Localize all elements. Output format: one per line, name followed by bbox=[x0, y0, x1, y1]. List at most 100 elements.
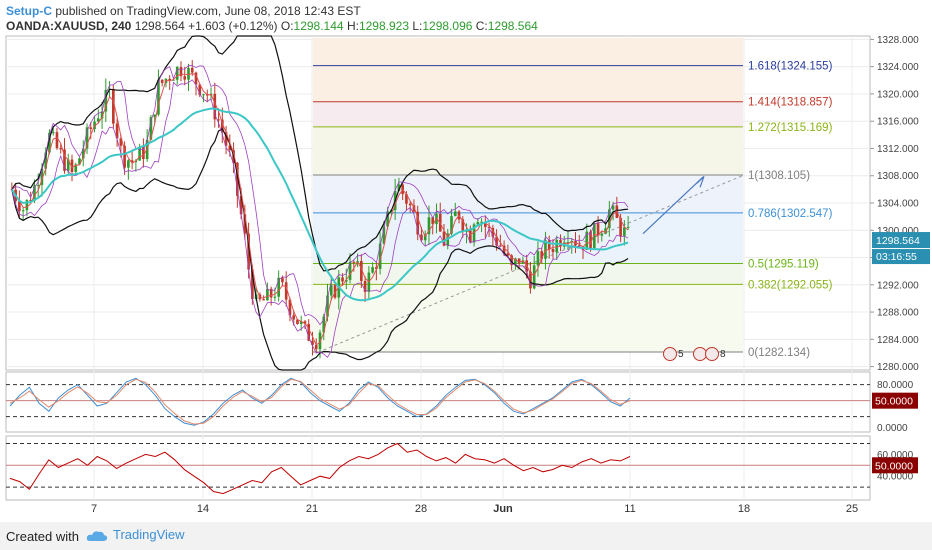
candle-body bbox=[66, 159, 70, 171]
rsi-level-tag bbox=[872, 457, 918, 474]
event-count-label: 5 bbox=[678, 349, 684, 360]
chart-canvas[interactable]: 1328.000 1324.000 1320.000 1316.000 1312.000… bbox=[0, 0, 932, 522]
y-tick-label: 1316.000 bbox=[877, 117, 919, 128]
candle-body bbox=[190, 67, 194, 73]
stoch-y-tick-label: 0.0000 bbox=[877, 423, 908, 434]
candle-body bbox=[499, 245, 502, 247]
candle-body bbox=[348, 261, 352, 280]
candle-body bbox=[352, 261, 356, 263]
candle-body bbox=[341, 277, 344, 282]
candle-body bbox=[266, 288, 269, 301]
stoch-level-label: 50.0000 bbox=[875, 396, 913, 408]
tradingview-logo[interactable]: TradingView bbox=[86, 527, 185, 542]
candle-body bbox=[89, 127, 93, 130]
candle-body bbox=[187, 67, 190, 80]
candle-body bbox=[262, 299, 265, 301]
candle-body bbox=[611, 205, 615, 210]
candle-body bbox=[202, 94, 205, 96]
candle-body bbox=[371, 267, 374, 273]
candle-body bbox=[416, 211, 420, 235]
arrow-head bbox=[696, 175, 705, 188]
open-label: O: bbox=[280, 19, 294, 33]
candle-body bbox=[48, 132, 51, 153]
candle-body bbox=[378, 243, 382, 269]
candle-body bbox=[382, 226, 386, 244]
fib-label: 1.272(1315.169) bbox=[748, 122, 833, 134]
fib-zone bbox=[313, 65, 743, 102]
candle-body bbox=[281, 277, 284, 283]
fib-zone bbox=[313, 126, 743, 176]
x-tick-label: 14 bbox=[197, 503, 209, 515]
candle-body bbox=[33, 185, 36, 201]
candle-body bbox=[461, 219, 465, 232]
cloud-icon bbox=[86, 530, 108, 541]
candle-body bbox=[540, 251, 544, 259]
candle-body bbox=[495, 236, 498, 246]
stoch-level-tag bbox=[872, 392, 918, 409]
candle-body bbox=[198, 84, 202, 95]
y-tick-label: 1304.000 bbox=[877, 199, 919, 210]
candle-body bbox=[70, 159, 74, 172]
candle-body bbox=[217, 119, 220, 121]
x-tick-label: 21 bbox=[306, 503, 318, 515]
candle-body bbox=[363, 280, 367, 292]
x-tick-label: 11 bbox=[624, 503, 635, 515]
candle-body bbox=[619, 217, 622, 236]
y-tick-label: 1320.000 bbox=[877, 89, 919, 100]
created-with-text: Created with bbox=[6, 529, 79, 544]
candle-body bbox=[220, 119, 224, 133]
candle-body bbox=[408, 203, 412, 206]
candle-body bbox=[547, 240, 551, 249]
candle-body bbox=[63, 149, 66, 171]
publish-text: published on TradingView.com, June 08, 2… bbox=[55, 4, 361, 18]
candle-body bbox=[251, 269, 254, 300]
last-price: 1298.564 bbox=[134, 19, 185, 33]
event-flag-icon bbox=[663, 347, 677, 361]
low-value: 1298.096 bbox=[422, 19, 473, 33]
candle-body bbox=[502, 245, 506, 254]
countdown-tag bbox=[872, 249, 930, 265]
x-tick-label: 18 bbox=[738, 503, 750, 515]
slow-ma-line bbox=[11, 107, 629, 302]
candle-body bbox=[269, 288, 273, 298]
rsi-level-label: 50.0000 bbox=[875, 460, 913, 472]
rsi-y-tick-label: 40.0000 bbox=[877, 472, 914, 483]
candle-body bbox=[179, 67, 183, 77]
candle-body bbox=[506, 253, 510, 256]
high-value: 1298.923 bbox=[358, 19, 409, 33]
fib-label: 1(1308.105) bbox=[748, 170, 810, 182]
symbol-label[interactable]: OANDA:XAUUSD, 240 bbox=[6, 19, 132, 33]
rsi-series-line bbox=[9, 442, 631, 495]
fib-zone bbox=[313, 38, 743, 66]
event-flag-icon bbox=[705, 347, 719, 361]
fib-label: 0.382(1292.055) bbox=[748, 279, 833, 291]
countdown-label: 03:16:55 bbox=[876, 251, 917, 263]
bollinger-upper bbox=[11, 35, 629, 272]
candle-body bbox=[239, 195, 243, 215]
candle-body bbox=[517, 258, 521, 264]
candle-body bbox=[247, 233, 250, 270]
candle-body bbox=[153, 114, 156, 118]
candle-body bbox=[386, 211, 389, 227]
candle-body bbox=[142, 147, 145, 160]
candle-body bbox=[555, 239, 559, 253]
candle-body bbox=[25, 200, 29, 211]
candle-body bbox=[213, 93, 217, 120]
candle-body bbox=[51, 132, 55, 134]
event-flag-icon bbox=[693, 347, 707, 361]
projection-arrow bbox=[642, 176, 704, 235]
author-link[interactable]: Setup-C bbox=[6, 4, 52, 18]
candle-body bbox=[115, 123, 119, 139]
candle-body bbox=[314, 344, 318, 350]
candle-body bbox=[175, 67, 179, 80]
candle-body bbox=[453, 211, 457, 217]
candle-body bbox=[326, 295, 329, 317]
candle-body bbox=[296, 319, 299, 324]
candle-body bbox=[236, 162, 239, 196]
x-tick-label: Jun bbox=[493, 503, 513, 515]
candle-body bbox=[29, 200, 32, 202]
y-tick-label: 1280.000 bbox=[877, 362, 919, 373]
candle-body bbox=[172, 79, 175, 81]
fib-label: 0(1282.134) bbox=[748, 347, 810, 359]
candle-body bbox=[476, 222, 480, 225]
